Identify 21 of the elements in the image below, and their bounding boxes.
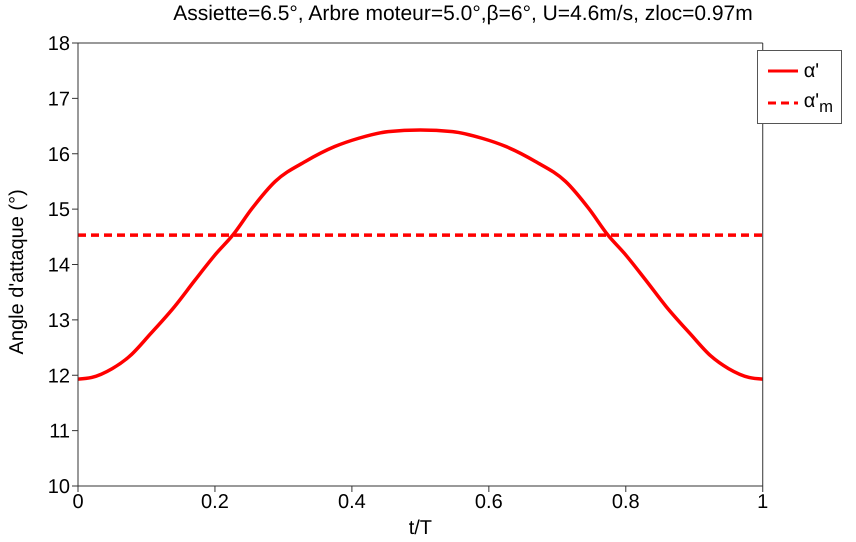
chart-title: Assiette=6.5°, Arbre moteur=5.0°,β=6°, U=4.6m/s, zloc=0.97m bbox=[172, 2, 754, 26]
x-tick-label: 0.4 bbox=[338, 491, 366, 514]
x-tick-label: 0.2 bbox=[201, 491, 229, 514]
x-tick-label: 0 bbox=[72, 491, 84, 514]
y-tick-label: 15 bbox=[48, 199, 70, 222]
y-tick-label: 11 bbox=[49, 420, 70, 443]
y-tick-label: 12 bbox=[48, 365, 70, 388]
y-tick-label: 17 bbox=[48, 88, 70, 110]
y-tick-label: 10 bbox=[48, 476, 70, 498]
line-series bbox=[78, 128, 763, 381]
legend-label: α' bbox=[804, 60, 820, 82]
y-tick-label: 16 bbox=[48, 144, 70, 166]
y-tick-label: 18 bbox=[48, 33, 70, 56]
x-axis-title: t/T bbox=[408, 517, 432, 539]
x-tick-label: 1 bbox=[757, 491, 768, 514]
y-tick-label: 13 bbox=[48, 310, 70, 332]
y-axis-title: Angle d'attaque (°) bbox=[6, 189, 28, 354]
legend-label: α'$_{m}$ bbox=[804, 90, 833, 116]
x-tick-label: 0.8 bbox=[612, 491, 640, 514]
x-tick-label: 0.6 bbox=[474, 491, 503, 514]
y-tick-label: 14 bbox=[48, 254, 70, 277]
